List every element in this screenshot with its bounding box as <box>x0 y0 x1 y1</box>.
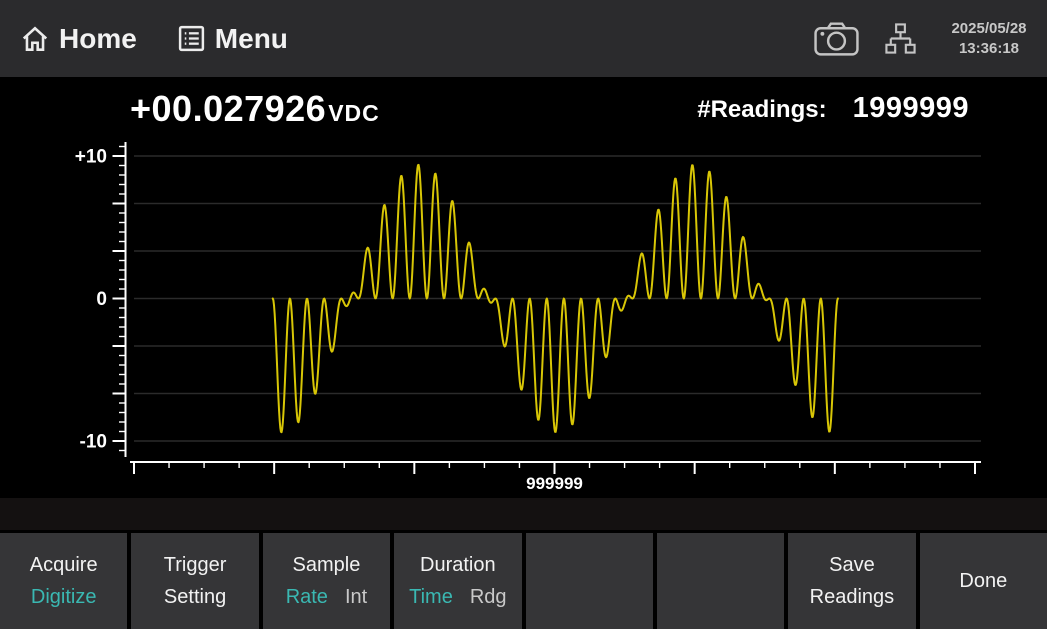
softkey-label: Acquire <box>29 554 98 576</box>
softkey-empty-6 <box>656 533 785 629</box>
time-text: 13:36:18 <box>958 39 1020 57</box>
svg-text:999999: 999999 <box>526 474 583 493</box>
softkey-sample[interactable]: Sample Rate Int <box>262 533 391 629</box>
reading-value: +00.027926 <box>130 87 327 129</box>
lower-band <box>0 498 1047 530</box>
reading-unit: VDC <box>328 99 380 126</box>
readings-counter: #Readings: 1999999 <box>697 92 969 125</box>
svg-text:0: 0 <box>96 289 107 310</box>
softkey-value-selected: Time <box>409 586 453 608</box>
softkey-label: Sample <box>292 554 361 576</box>
softkey-trigger-setting[interactable]: Trigger Setting <box>131 533 259 629</box>
softkey-label-line2: Setting <box>163 586 227 608</box>
softkey-value-selected: Rate <box>285 586 328 608</box>
home-button[interactable]: Home <box>20 23 137 55</box>
camera-icon[interactable] <box>813 20 860 57</box>
date-text: 2025/05/28 <box>951 19 1027 37</box>
softkey-value: Digitize <box>30 586 97 608</box>
softkey-label: Duration <box>420 554 496 576</box>
softkey-label: Save <box>829 554 875 576</box>
primary-reading: +00.027926 VDC <box>130 88 380 130</box>
softkey-duration[interactable]: Duration Time Rdg <box>394 533 522 629</box>
softkey-value-alt: Rdg <box>469 586 507 608</box>
readings-label: #Readings: <box>697 96 827 123</box>
softkey-save-readings[interactable]: Save Readings <box>788 533 916 629</box>
home-label: Home <box>59 22 137 54</box>
svg-text:+10: +10 <box>75 147 107 168</box>
softkey-bar: Acquire Digitize Trigger Setting Sample … <box>0 533 1047 629</box>
softkey-acquire[interactable]: Acquire Digitize <box>0 533 128 629</box>
softkey-done[interactable]: Done <box>919 533 1047 629</box>
softkey-label: Trigger <box>163 554 227 576</box>
menu-button[interactable]: Menu <box>177 23 288 55</box>
status-area: 2025/05/28 13:36:18 <box>813 19 1037 59</box>
svg-text:-10: -10 <box>80 432 107 453</box>
readings-count: 1999999 <box>852 92 969 124</box>
waveform-chart: +10 0 -10 999999 <box>75 142 981 493</box>
softkey-value-alt: Int <box>344 586 368 608</box>
softkey-label-line2: Readings <box>809 586 895 608</box>
softkey-label: Done <box>959 570 1008 592</box>
menu-icon <box>178 25 204 52</box>
datetime: 2025/05/28 13:36:18 <box>941 19 1037 59</box>
top-bar: Home Menu <box>0 0 1047 77</box>
network-icon <box>885 23 916 54</box>
reading-row: +00.027926 VDC #Readings: 1999999 <box>0 77 1047 140</box>
menu-label: Menu <box>214 22 288 54</box>
home-icon <box>22 26 48 51</box>
softkey-empty-5 <box>525 533 653 629</box>
